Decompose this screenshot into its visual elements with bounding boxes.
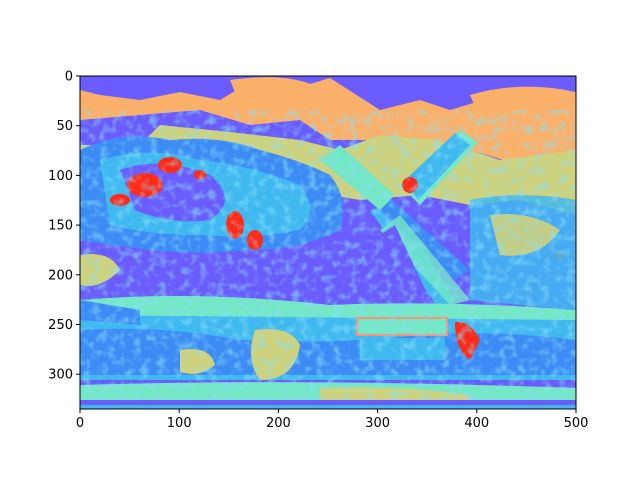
x-tick-label: 300: [365, 416, 390, 431]
y-tick-label: 150: [48, 219, 73, 234]
x-tick-label: 500: [564, 416, 589, 431]
y-tick-label: 250: [48, 318, 73, 333]
y-tick-label: 50: [56, 119, 73, 134]
x-axis: 0 100 200 300 400 500: [76, 409, 589, 431]
x-tick-label: 100: [167, 416, 192, 431]
x-tick-label: 200: [266, 416, 291, 431]
y-tick-label: 100: [48, 169, 73, 184]
x-tick-label: 400: [464, 416, 489, 431]
y-axis: 0 50 100 150 200 250 300: [48, 70, 80, 383]
y-tick-label: 300: [48, 368, 73, 383]
sky-violet-region: [80, 76, 576, 110]
x-tick-label: 0: [76, 416, 84, 431]
plot-frame: [79, 75, 577, 410]
y-tick-label: 0: [65, 70, 73, 85]
y-tick-label: 200: [48, 268, 73, 283]
segmented-image: [80, 76, 576, 409]
